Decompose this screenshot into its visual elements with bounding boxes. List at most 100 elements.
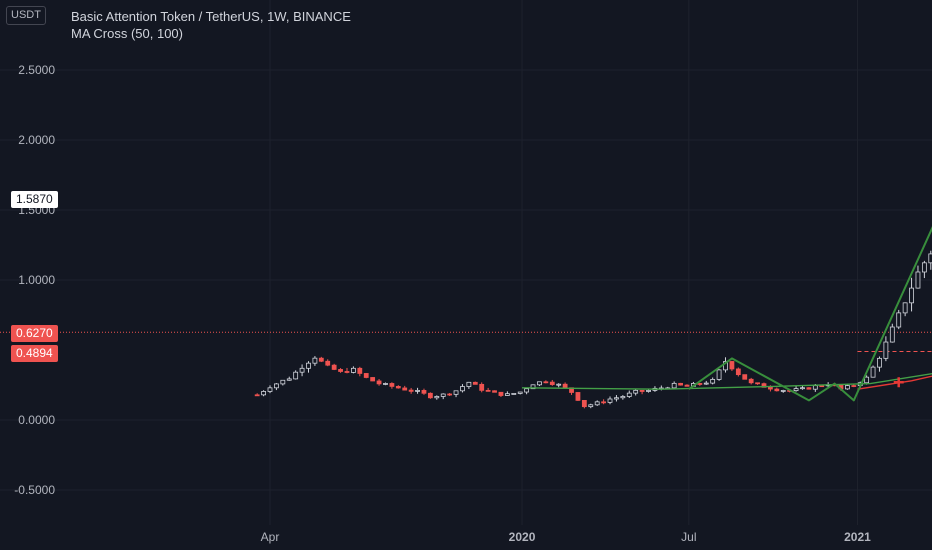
candle-body [318,357,324,362]
candle-body [254,394,260,397]
candle-body [325,360,331,366]
currency-button[interactable]: USDT [6,6,46,25]
candle-body [620,396,626,399]
candle-body [498,391,504,396]
candle-body [928,253,932,264]
candle-body [504,393,510,396]
candle-body [729,361,735,370]
ma-price-label: 0.4894 [11,345,58,362]
candle-body [556,383,562,386]
zigzag-projection [688,226,932,402]
candle-body [844,385,850,390]
candle-body [395,386,401,389]
candle-body [517,391,523,394]
candle-body [800,387,805,390]
candle-body [806,387,812,390]
candle-body [716,369,722,380]
candle-body [267,387,273,392]
candle-body [870,366,876,378]
candle-body [601,401,607,404]
y-tick-label: 1.0000 [18,273,55,287]
candle-body [607,398,613,403]
candle-body [530,384,536,390]
candle-body [286,378,292,381]
candle-body [575,392,581,401]
candle-body [370,377,376,382]
candle-body [485,389,491,392]
candle-body [511,393,517,395]
candle-body [363,373,369,378]
candle-body [755,382,760,385]
candle-body [434,396,440,399]
candle-body [383,383,388,385]
ma-cross-marker [893,377,904,388]
candle-body [376,380,382,385]
candle-body [543,381,549,384]
candle-body [408,389,414,392]
candle-body [415,390,420,392]
candle-body [723,361,728,371]
candle-body [562,383,568,389]
candle-body [678,382,683,386]
reference-lines [0,331,932,352]
candle-body [261,391,266,396]
candle-body [331,364,337,370]
candle-body [537,381,542,386]
candle-body [312,357,318,364]
candle-body [460,386,465,392]
x-tick-label: 2021 [844,530,871,544]
candle-body [902,302,908,314]
x-tick-label: Apr [261,530,280,544]
candle-body [883,341,889,359]
candle-body [402,387,408,391]
candle-body [524,388,530,393]
candle-body [748,378,754,384]
candle-body [351,367,356,373]
candles [254,250,932,409]
y-tick-label: -0.5000 [14,483,55,497]
candle-body [581,400,587,408]
candle-body [684,384,690,387]
candle-body [780,390,786,392]
candle-body [306,362,311,369]
candle-body [896,312,902,328]
candle-body [915,271,921,289]
marked-price-label: 1.5870 [11,191,58,208]
candle-body [864,376,870,384]
candle-body [274,383,279,389]
candle-body [588,404,594,408]
candle-body [877,357,882,368]
candle-body [357,367,363,374]
x-tick-label: 2020 [509,530,536,544]
ma-fast-line [521,372,932,390]
candle-body [453,390,459,395]
candle-body [299,367,305,373]
candle-body [768,386,773,390]
grid-lines [0,0,932,525]
last-price-label: 0.6270 [11,325,58,342]
candle-body [427,392,433,399]
candle-body [440,393,446,397]
x-axis: Apr2020Jul2021Jul2022Jul2023 [261,530,871,544]
candle-body [710,379,716,384]
candle-body [479,383,485,391]
candle-body [735,368,741,376]
candle-body [819,385,825,388]
candle-body [671,382,677,389]
candle-body [472,381,478,385]
candle-body [646,390,651,392]
candle-body [338,369,343,372]
candle-body [793,388,799,392]
y-tick-label: 0.0000 [18,413,55,427]
candle-body [639,389,645,392]
moving-averages [521,372,932,390]
y-tick-label: 2.0000 [18,133,55,147]
candle-body [633,389,639,394]
indicator-legend[interactable]: MA Cross (50, 100) [71,26,183,41]
candle-body [812,385,818,390]
chart-title: Basic Attention Token / TetherUS, 1W, BI… [71,9,351,24]
candle-body [549,381,555,385]
ma-slow-line [857,375,932,390]
